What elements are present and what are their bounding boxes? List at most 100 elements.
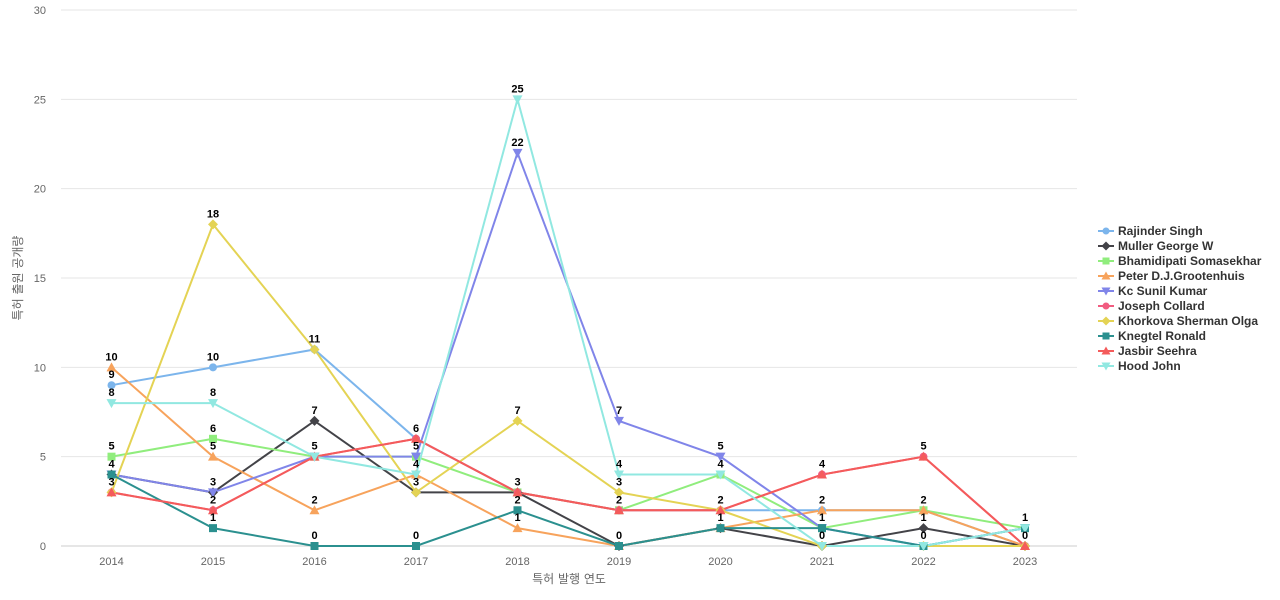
y-tick-label: 5 [40,452,46,464]
data-point-marker [106,399,117,409]
data-label: 4 [717,459,724,471]
legend-item[interactable]: Joseph Collard [1098,299,1205,313]
data-label: 2 [311,494,317,506]
data-point-marker [411,433,421,443]
data-point-marker [107,470,116,479]
legend-item[interactable]: Muller George W [1098,239,1214,253]
data-point-marker [615,542,623,550]
data-label: 0 [311,530,317,542]
data-label: 1 [717,512,723,524]
legend-item[interactable]: Rajinder Singh [1098,224,1203,238]
x-tick-label: 2014 [99,556,123,568]
legend-item[interactable]: Kc Sunil Kumar [1098,284,1208,298]
data-point-marker [208,505,218,515]
legend-label: Jasbir Seehra [1118,344,1197,358]
legend-label: Bhamidipati Somasekhar [1118,254,1262,268]
data-point-marker [412,542,420,550]
legend-marker [1101,287,1111,296]
data-point-marker [513,506,522,515]
data-label: 7 [616,405,622,417]
data-label: 1 [514,512,520,524]
legend-label: Joseph Collard [1118,299,1205,313]
legend-label: Rajinder Singh [1118,224,1203,238]
y-tick-label: 25 [34,94,46,106]
data-point-marker [918,505,929,515]
data-label: 0 [1022,530,1028,542]
data-point-marker [310,542,319,550]
data-point-marker [715,470,726,480]
x-axis-title: 특허 발행 연도 [532,571,606,586]
legend-marker [1102,227,1110,235]
legend-item[interactable]: Peter D.J.Grootenhuis [1098,269,1245,283]
data-point-marker [817,542,827,551]
data-label: 9 [108,369,114,381]
grid [61,9,1077,547]
data-point-marker [512,487,523,497]
y-tick-label: 0 [40,541,46,553]
data-label: 22 [511,137,523,149]
data-point-marker [512,523,523,533]
data-label: 2 [819,494,825,506]
data-label: 5 [413,441,419,453]
legend-item[interactable]: Bhamidipati Somasekhar [1098,254,1262,268]
data-label: 25 [511,83,523,95]
data-point-marker [309,452,320,462]
data-labels: 1098543181086532111752065430252273217432… [105,83,1028,542]
legend-marker [1101,241,1111,251]
legend-item[interactable]: Hood John [1098,359,1181,373]
data-point-marker [208,488,218,498]
y-tick-label: 10 [34,362,46,374]
data-point-marker [918,523,929,534]
y-tick-label: 20 [34,184,46,196]
data-label: 1 [920,512,926,524]
data-label: 0 [413,530,419,542]
series-markers [106,95,1030,551]
legend-marker [1101,271,1111,280]
data-label: 18 [207,208,219,220]
data-point-marker [411,452,421,462]
data-point-marker [512,415,523,426]
data-label: 2 [210,494,216,506]
legend-item[interactable]: Khorkova Sherman Olga [1098,314,1258,328]
y-axis-ticks: 0 5 10 15 20 25 30 [34,5,46,553]
data-point-marker [817,469,827,479]
x-tick-label: 2017 [404,556,428,568]
data-label: 5 [311,441,317,453]
data-label: 10 [105,351,117,363]
data-point-marker [614,470,624,480]
data-point-marker [715,452,726,462]
data-label: 5 [920,441,926,453]
legend-marker [1102,332,1110,340]
data-point-marker [107,381,116,390]
legend-item[interactable]: Jasbir Seehra [1098,344,1197,358]
data-point-marker [918,542,929,551]
series-line-9 [111,437,1026,547]
legend-label: Khorkova Sherman Olga [1118,314,1258,328]
data-point-marker [818,524,826,533]
data-label: 4 [819,459,826,471]
data-point-marker [107,452,116,461]
data-point-marker [817,505,827,515]
x-tick-label: 2022 [911,556,935,568]
y-tick-label: 15 [34,273,46,285]
data-point-marker [1020,541,1030,550]
data-point-marker [614,505,624,515]
data-label: 8 [210,387,216,399]
series-line-8 [111,473,1026,548]
data-label: 3 [616,476,622,488]
y-axis-title: 특허 출원 공개량 [11,236,25,321]
data-label: 3 [108,476,114,488]
data-label: 5 [210,441,216,453]
series-line-10 [111,95,1026,547]
data-point-marker [715,505,726,515]
data-label: 3 [413,476,419,488]
series-line-5 [111,149,1026,548]
legend-label: Hood John [1118,359,1181,373]
data-label: 6 [413,423,419,435]
legend-item[interactable]: Knegtel Ronald [1098,329,1206,343]
x-axis-ticks: 2014 2015 2016 2017 2018 2019 2020 2021 2022 2023 [99,556,1037,568]
data-label: 2 [616,494,622,506]
data-label: 5 [108,441,114,453]
series-line-7 [110,222,1025,547]
